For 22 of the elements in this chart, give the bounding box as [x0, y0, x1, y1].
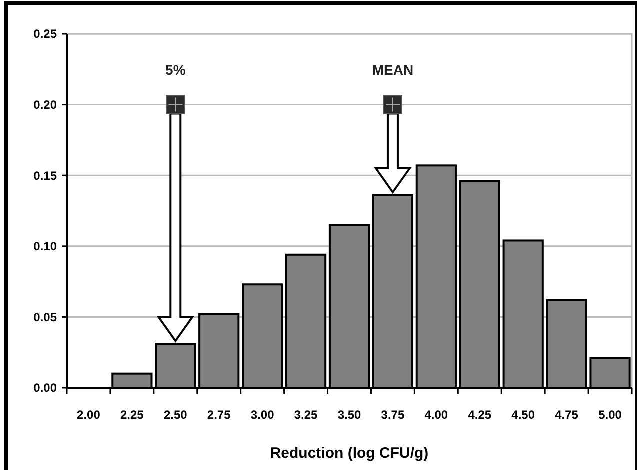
x-tick-label: 3.00 — [250, 408, 275, 422]
y-tick-label: 0.25 — [34, 27, 58, 42]
x-tick-label: 3.50 — [338, 408, 362, 422]
annotation: 5% — [166, 62, 186, 78]
x-tick-label: 2.00 — [77, 408, 101, 422]
x-tick-label: 3.25 — [294, 408, 318, 422]
x-tick-label: 2.25 — [120, 408, 144, 422]
x-tick-label: 2.75 — [207, 408, 232, 422]
x-tick-label: 4.00 — [424, 408, 448, 422]
y-tick-label: 0.00 — [34, 381, 58, 396]
y-tick-label: 0.15 — [34, 168, 58, 183]
x-tick-label: 3.75 — [381, 408, 405, 422]
annotation: MEAN — [372, 62, 414, 78]
x-tick-label: 4.75 — [555, 408, 579, 422]
y-tick-label: 0.05 — [34, 310, 58, 324]
x-axis-title: Reduction (log CFU/g) — [270, 445, 429, 462]
x-tick-label: 4.25 — [468, 408, 492, 422]
x-tick-label: 4.50 — [512, 408, 536, 422]
y-tick-label: 0.20 — [34, 98, 58, 112]
x-tick-label: 5.00 — [598, 408, 622, 422]
x-tick-label: 2.50 — [164, 408, 188, 422]
y-tick-label: 0.10 — [34, 240, 58, 254]
